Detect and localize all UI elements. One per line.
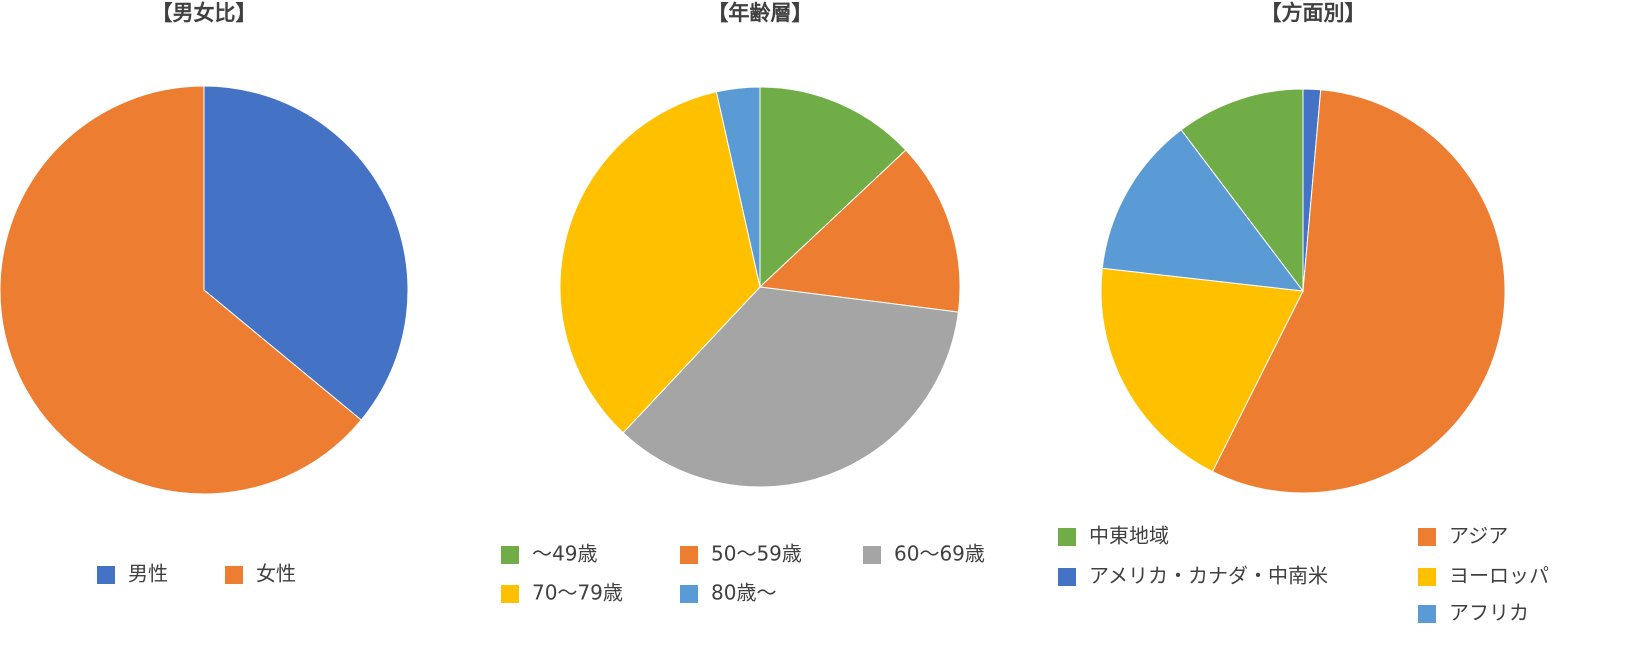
legend-swatch (97, 566, 115, 584)
chart-title: 【男女比】 (152, 1, 257, 25)
pie-slice (1211, 89, 1506, 494)
legend-label: 50～59歳 (711, 542, 802, 566)
legend-label: 70～79歳 (532, 581, 623, 605)
legend-swatch (1418, 528, 1436, 546)
legend-swatch (1058, 568, 1076, 586)
legend-label: アメリカ・カナダ・中南米 (1089, 564, 1328, 588)
pie-slice (559, 91, 761, 434)
chart-title: 【年齢層】 (708, 1, 813, 25)
pie-slice (758, 149, 961, 313)
legend-swatch (1058, 528, 1076, 546)
legend-swatch (863, 546, 881, 564)
pie-slice (1180, 88, 1304, 293)
pie-slice (203, 85, 409, 421)
pie-slice (715, 86, 761, 288)
chart-title: 【方面別】 (1261, 1, 1366, 25)
legend-swatch (1418, 605, 1436, 623)
legend-swatch (501, 546, 519, 564)
legend-swatch (225, 566, 243, 584)
legend-swatch (680, 585, 698, 603)
legend-label: 女性 (256, 562, 296, 586)
legend-label: 中東地域 (1089, 524, 1169, 548)
legend-label: 80歳～ (711, 581, 776, 605)
legend-swatch (680, 546, 698, 564)
legend-swatch (1418, 568, 1436, 586)
legend-label: 60～69歳 (894, 542, 985, 566)
legend-label: アジア (1449, 524, 1508, 548)
legend-label: ～49歳 (532, 542, 597, 566)
legend-label: アフリカ (1449, 601, 1529, 625)
pie-slice (0, 85, 362, 495)
legend-label: ヨーロッパ (1449, 564, 1549, 588)
pie-slice (1101, 129, 1305, 292)
pie-slice (759, 86, 907, 289)
pie-slice (1100, 267, 1304, 473)
legend-label: 男性 (128, 562, 168, 586)
legend-swatch (501, 585, 519, 603)
pie-slice (622, 286, 959, 488)
